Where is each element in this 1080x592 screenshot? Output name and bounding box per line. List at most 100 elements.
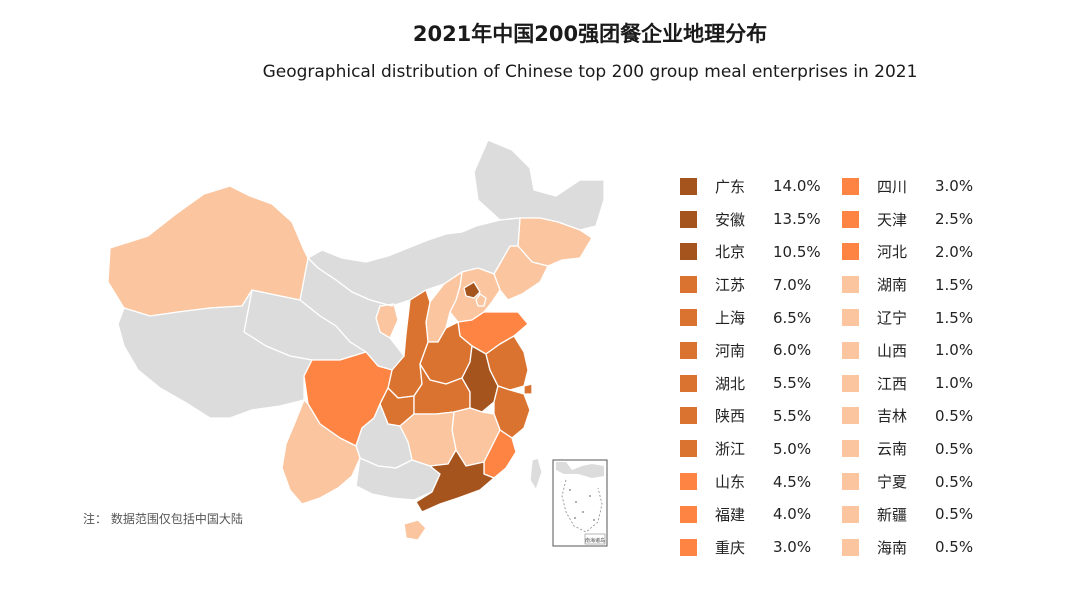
legend-region-name: 河南: [715, 341, 746, 360]
legend-swatch: [842, 276, 859, 294]
legend-region-name: 湖北: [715, 374, 746, 393]
legend-value: 0.5%: [935, 472, 974, 491]
south-china-sea-inset: 南海诸岛: [552, 459, 608, 547]
legend-column-right: 四川 3.0% 天津 2.5% 河北 2.0% 湖南 1.5% 辽宁 1.5% 山西 1.0% 江西 1.…: [842, 170, 1005, 564]
legend-swatch: [842, 407, 859, 425]
legend-swatch: [680, 505, 697, 523]
legend-region-name: 吉林: [877, 407, 908, 426]
legend-swatch: [842, 505, 859, 523]
legend-swatch: [842, 341, 859, 359]
legend-value: 0.5%: [935, 439, 974, 458]
legend-column-left: 广东 14.0% 安徽 13.5% 北京 10.5% 江苏 7.0% 上海 6.5% 河南 6.0% 湖…: [680, 170, 843, 564]
region-taiwan[interactable]: [529, 457, 543, 491]
legend-region-name: 山东: [715, 473, 746, 492]
legend-swatch: [680, 243, 697, 261]
legend-item: 山东 4.5%: [680, 465, 843, 498]
legend-region-name: 安徽: [715, 210, 746, 229]
inset-label: 南海诸岛: [585, 537, 605, 544]
legend-region-name: 湖南: [877, 276, 908, 295]
legend-region-name: 上海: [715, 309, 746, 328]
legend-region-name: 山西: [877, 341, 908, 360]
region-yunnan[interactable]: [281, 399, 361, 505]
region-zhejiang[interactable]: [493, 385, 531, 439]
region-hainan[interactable]: [403, 519, 427, 541]
legend-item: 重庆 3.0%: [680, 531, 843, 564]
legend-value: 6.5%: [773, 308, 812, 327]
legend-swatch: [680, 309, 697, 327]
legend-swatch: [842, 177, 859, 195]
legend-swatch: [842, 210, 859, 228]
legend-region-name: 宁夏: [877, 473, 908, 492]
legend-region-name: 海南: [877, 538, 908, 557]
legend-swatch: [680, 374, 697, 392]
legend-swatch: [680, 538, 697, 556]
legend-region-name: 广东: [715, 177, 746, 196]
legend-swatch: [680, 440, 697, 458]
legend-region-name: 辽宁: [877, 309, 908, 328]
legend-item: 浙江 5.0%: [680, 432, 843, 465]
legend-value: 5.0%: [773, 439, 812, 458]
region-heilongjiang[interactable]: [473, 139, 605, 231]
legend-item: 陕西 5.5%: [680, 400, 843, 433]
region-shanghai[interactable]: [523, 383, 533, 395]
legend-value: 1.5%: [935, 308, 974, 327]
legend-swatch: [680, 407, 697, 425]
legend-value: 14.0%: [773, 177, 821, 196]
legend-item: 吉林 0.5%: [842, 400, 1005, 433]
legend-item: 湖北 5.5%: [680, 367, 843, 400]
legend-value: 3.0%: [773, 538, 812, 557]
legend-region-name: 天津: [877, 210, 908, 229]
legend-value: 5.5%: [773, 374, 812, 393]
legend-swatch: [842, 309, 859, 327]
legend-value: 6.0%: [773, 341, 812, 360]
region-tianjin[interactable]: [475, 293, 487, 307]
legend-swatch: [680, 276, 697, 294]
legend-item: 海南 0.5%: [842, 531, 1005, 564]
legend-swatch: [680, 210, 697, 228]
legend-item: 安徽 13.5%: [680, 203, 843, 236]
region-tibet[interactable]: [117, 289, 313, 419]
legend-region-name: 新疆: [877, 505, 908, 524]
legend-item: 北京 10.5%: [680, 236, 843, 269]
legend-region-name: 四川: [877, 177, 908, 196]
legend-item: 辽宁 1.5%: [842, 301, 1005, 334]
legend-region-name: 北京: [715, 243, 746, 262]
legend-value: 0.5%: [935, 538, 974, 557]
legend-value: 2.5%: [935, 210, 974, 229]
legend-region-name: 江西: [877, 374, 908, 393]
legend-item: 江苏 7.0%: [680, 268, 843, 301]
region-jiangsu[interactable]: [485, 335, 529, 391]
region-beijing[interactable]: [463, 281, 481, 299]
legend-item: 广东 14.0%: [680, 170, 843, 203]
legend-value: 13.5%: [773, 210, 821, 229]
legend-item: 四川 3.0%: [842, 170, 1005, 203]
legend-item: 河北 2.0%: [842, 236, 1005, 269]
legend-value: 5.5%: [773, 406, 812, 425]
region-guangdong[interactable]: [415, 449, 495, 513]
legend-value: 0.5%: [935, 505, 974, 524]
legend-item: 福建 4.0%: [680, 498, 843, 531]
legend-region-name: 福建: [715, 505, 746, 524]
legend-region-name: 江苏: [715, 276, 746, 295]
legend-value: 7.0%: [773, 275, 812, 294]
legend-region-name: 云南: [877, 440, 908, 459]
legend-swatch: [842, 243, 859, 261]
legend-value: 4.5%: [773, 472, 812, 491]
legend-value: 4.0%: [773, 505, 812, 524]
legend-value: 1.5%: [935, 275, 974, 294]
legend-swatch: [842, 440, 859, 458]
legend-value: 0.5%: [935, 406, 974, 425]
legend-swatch: [842, 538, 859, 556]
legend-item: 天津 2.5%: [842, 203, 1005, 236]
legend-item: 宁夏 0.5%: [842, 465, 1005, 498]
legend-item: 江西 1.0%: [842, 367, 1005, 400]
legend-region-name: 陕西: [715, 407, 746, 426]
legend-item: 云南 0.5%: [842, 432, 1005, 465]
legend-item: 山西 1.0%: [842, 334, 1005, 367]
legend-swatch: [680, 473, 697, 491]
legend-region-name: 河北: [877, 243, 908, 262]
legend-swatch: [842, 473, 859, 491]
legend-region-name: 重庆: [715, 538, 746, 557]
legend-item: 湖南 1.5%: [842, 268, 1005, 301]
